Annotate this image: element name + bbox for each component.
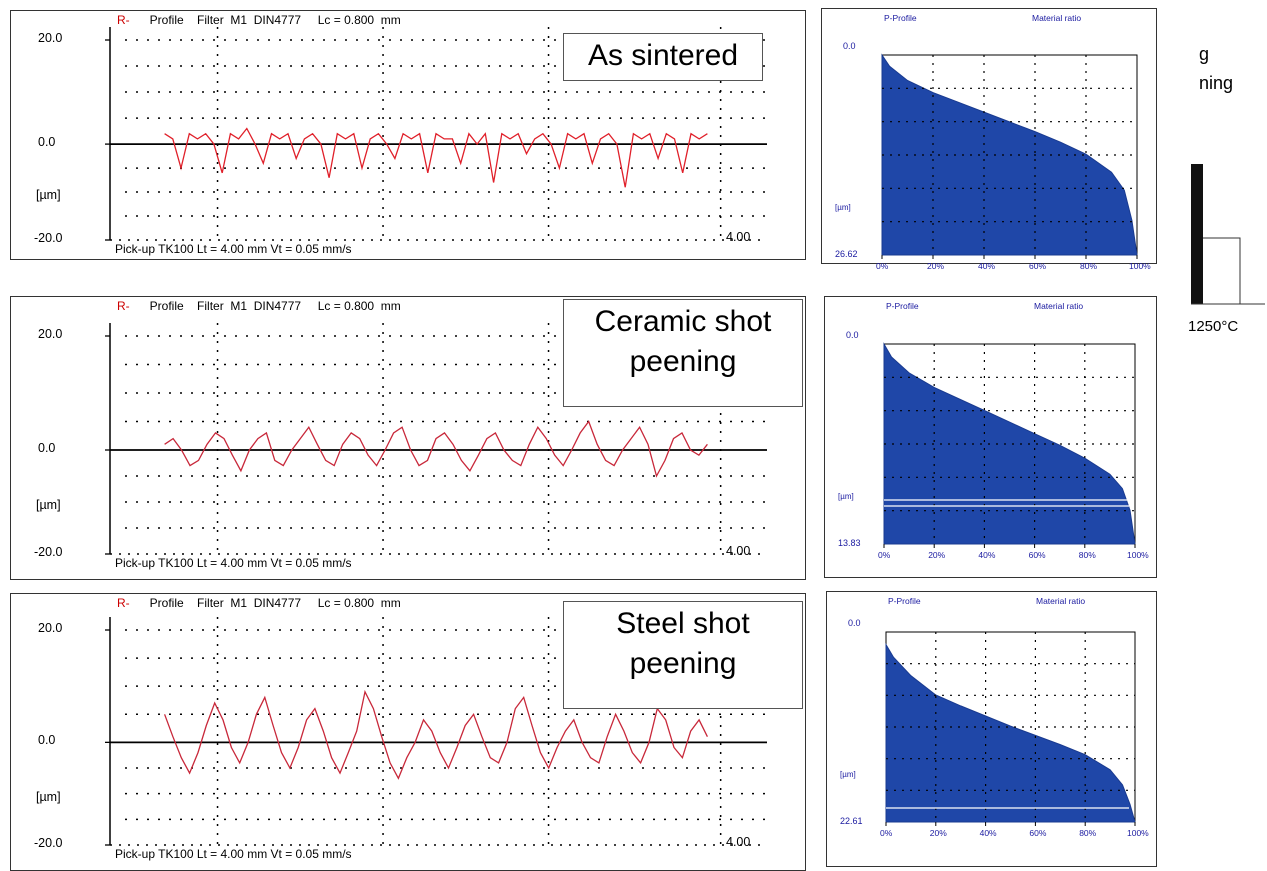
mr-title-right: Material ratio bbox=[1034, 301, 1084, 311]
y-tick-top: 20.0 bbox=[38, 327, 63, 341]
roughness-profile-chart bbox=[105, 27, 767, 241]
profile-trace bbox=[163, 689, 708, 780]
sample-callout: As sintered bbox=[563, 33, 763, 81]
material-ratio-chart: 0% 20% 40% 60% 80% 100% bbox=[878, 342, 1149, 560]
mr-unit: [µm] bbox=[840, 770, 856, 779]
mr-x-tick-label: 80% bbox=[1080, 261, 1097, 271]
sample-callout: Ceramic shot peening bbox=[563, 299, 803, 407]
callout-line: As sintered bbox=[587, 39, 739, 72]
y-tick-top: 20.0 bbox=[38, 31, 63, 45]
profile-header: R- Profile Filter M1 DIN4777 Lc = 0.800 … bbox=[117, 13, 401, 27]
temperature-label: 1250°C bbox=[1188, 318, 1239, 335]
mr-x-tick-label: 80% bbox=[1079, 828, 1096, 838]
roughness-profile-chart bbox=[105, 323, 767, 555]
mr-x-tick-label: 20% bbox=[930, 828, 947, 838]
mr-top-value: 0.0 bbox=[846, 330, 859, 340]
mr-x-tick-label: 80% bbox=[1079, 550, 1096, 560]
mr-x-tick-label: 100% bbox=[1127, 550, 1149, 560]
cropped-bar-fragment bbox=[1191, 164, 1265, 305]
mr-title-right: Material ratio bbox=[1036, 596, 1086, 606]
callout-line: peening bbox=[629, 647, 737, 680]
profile-header: R- Profile Filter M1 DIN4777 Lc = 0.800 … bbox=[117, 299, 401, 313]
y-tick-zero: 0.0 bbox=[38, 135, 56, 150]
profile-trace bbox=[164, 420, 708, 478]
mr-title-right: Material ratio bbox=[1032, 13, 1082, 23]
profile-header: R- Profile Filter M1 DIN4777 Lc = 0.800 … bbox=[117, 596, 401, 610]
filter-info: Profile Filter M1 DIN4777 Lc = 0.800 mm bbox=[129, 299, 401, 313]
bearing-area bbox=[885, 642, 1136, 823]
material-ratio-chart: 0% 20% 40% 60% 80% 100% bbox=[876, 53, 1151, 271]
mr-x-tick-label: 40% bbox=[978, 261, 995, 271]
callout-line: Ceramic shot bbox=[594, 305, 772, 338]
cropped-text-fragment: g bbox=[1199, 44, 1210, 64]
profile-trace bbox=[164, 127, 708, 188]
pickup-info: Pick-up TK100 Lt = 4.00 mm Vt = 0.05 mm/… bbox=[115, 242, 352, 256]
mr-top-value: 0.0 bbox=[848, 618, 861, 628]
bearing-area bbox=[881, 53, 1138, 256]
mr-bottom-value: 13.83 bbox=[838, 538, 861, 548]
callout-line: peening bbox=[629, 345, 737, 378]
mr-x-tick-label: 40% bbox=[980, 828, 997, 838]
mr-x-tick-label: 60% bbox=[1029, 828, 1046, 838]
mr-bottom-value: 22.61 bbox=[840, 816, 863, 826]
x-end-label: 4.00 bbox=[726, 544, 751, 558]
filter-info: Profile Filter M1 DIN4777 Lc = 0.800 mm bbox=[129, 13, 401, 27]
mr-title-left: P-Profile bbox=[884, 13, 917, 23]
r-prefix: R- bbox=[117, 596, 130, 610]
mr-x-tick-label: 20% bbox=[928, 550, 945, 560]
r-prefix: R- bbox=[117, 299, 130, 313]
y-tick-zero: 0.0 bbox=[38, 733, 56, 748]
mr-top-value: 0.0 bbox=[843, 41, 856, 51]
mr-x-tick-label: 100% bbox=[1129, 261, 1151, 271]
mr-x-tick-label: 0% bbox=[880, 828, 893, 838]
y-tick-zero: 0.0 bbox=[38, 441, 56, 455]
pickup-info: Pick-up TK100 Lt = 4.00 mm Vt = 0.05 mm/… bbox=[115, 556, 352, 570]
sample-callout: Steel shot peening bbox=[563, 601, 803, 709]
mr-x-tick-label: 100% bbox=[1127, 828, 1149, 838]
y-unit-label: [µm] bbox=[36, 187, 61, 202]
cropped-text-fragment: ning bbox=[1199, 73, 1234, 93]
y-unit-label: [µm] bbox=[36, 789, 61, 804]
material-ratio-chart: 0% 20% 40% 60% 80% 100% bbox=[880, 631, 1149, 838]
bearing-area bbox=[883, 342, 1136, 545]
y-tick-bottom: -20.0 bbox=[34, 231, 63, 245]
mr-bottom-value: 26.62 bbox=[835, 249, 858, 259]
x-end-label: 4.00 bbox=[726, 835, 751, 849]
pickup-info: Pick-up TK100 Lt = 4.00 mm Vt = 0.05 mm/… bbox=[115, 847, 352, 861]
y-tick-bottom: -20.0 bbox=[34, 836, 63, 850]
y-tick-top: 20.0 bbox=[38, 621, 63, 635]
mr-x-tick-label: 0% bbox=[876, 261, 889, 271]
mr-title-left: P-Profile bbox=[886, 301, 919, 311]
r-prefix: R- bbox=[117, 13, 130, 27]
mr-unit: [µm] bbox=[835, 203, 851, 212]
y-unit-label: [µm] bbox=[36, 498, 61, 513]
mr-x-tick-label: 0% bbox=[878, 550, 891, 560]
x-end-label: 4.00 bbox=[726, 230, 751, 244]
callout-line: Steel shot bbox=[616, 607, 750, 640]
y-tick-bottom: -20.0 bbox=[34, 545, 63, 559]
mr-x-tick-label: 40% bbox=[978, 550, 995, 560]
filter-info: Profile Filter M1 DIN4777 Lc = 0.800 mm bbox=[129, 596, 401, 610]
mr-x-tick-label: 60% bbox=[1029, 261, 1046, 271]
mr-unit: [µm] bbox=[838, 492, 854, 501]
mr-x-tick-label: 20% bbox=[927, 261, 944, 271]
mr-title-left: P-Profile bbox=[888, 596, 921, 606]
mr-x-tick-label: 60% bbox=[1029, 550, 1046, 560]
